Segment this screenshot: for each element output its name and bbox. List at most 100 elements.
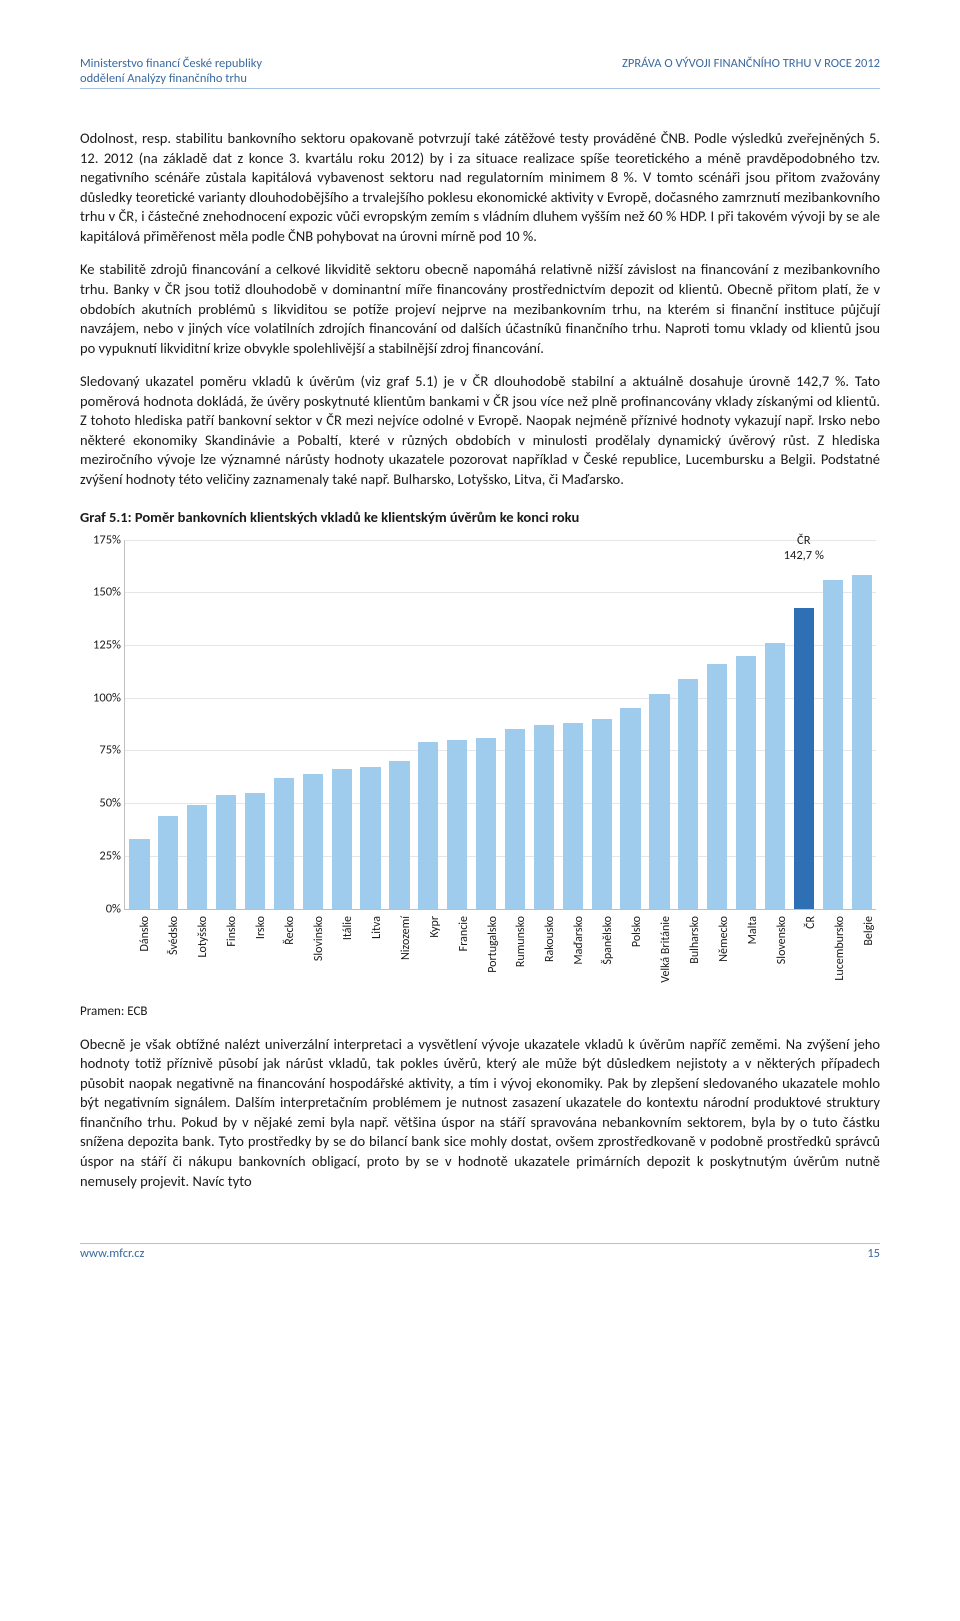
- chart-title: Graf 5.1: Poměr bankovních klientských v…: [80, 508, 880, 526]
- x-tick-label: Francie: [457, 916, 471, 951]
- x-label-slot: Dánsko: [124, 912, 153, 996]
- bar-slot: [703, 540, 732, 909]
- x-axis-labels: DánskoŠvédskoLotyšskoFinskoIrskoŘeckoSlo…: [124, 912, 876, 996]
- bar-slot: [269, 540, 298, 909]
- x-tick-label: Slovinsko: [312, 916, 326, 961]
- x-tick-label: Portugalsko: [486, 916, 500, 973]
- chart-plot-area: ČR142,7 % 0%25%50%75%100%125%150%175%: [124, 540, 876, 910]
- x-tick-label: Itálie: [341, 916, 355, 940]
- header-dept: oddělení Analýzy finančního trhu: [80, 71, 262, 86]
- bar: [216, 795, 236, 909]
- x-label-slot: Slovinsko: [298, 912, 327, 996]
- bar-slot: [125, 540, 154, 909]
- bar-slot: [847, 540, 876, 909]
- bar: [620, 708, 640, 908]
- x-tick-label: ČR: [804, 916, 818, 929]
- x-label-slot: Francie: [442, 912, 471, 996]
- bar-slot: [587, 540, 616, 909]
- bar: [389, 761, 409, 909]
- x-tick-label: Kypr: [428, 916, 442, 938]
- bar-slot: [327, 540, 356, 909]
- x-label-slot: Španělsko: [587, 912, 616, 996]
- bar: [505, 729, 525, 908]
- bar: [303, 774, 323, 909]
- x-tick-label: Španělsko: [601, 916, 615, 965]
- x-label-slot: Polsko: [616, 912, 645, 996]
- y-tick-label: 150%: [81, 585, 121, 600]
- paragraph-4: Obecně je však obtížné nalézt univerzáln…: [80, 1035, 880, 1192]
- x-label-slot: Německo: [702, 912, 731, 996]
- bar: [332, 769, 352, 908]
- bar-slot: [414, 540, 443, 909]
- x-tick-label: Švédsko: [167, 916, 181, 955]
- x-tick-label: Lucembursko: [833, 916, 847, 981]
- bars-container: [125, 540, 876, 909]
- x-label-slot: Lotyšsko: [182, 912, 211, 996]
- bar: [274, 778, 294, 909]
- x-tick-label: Polsko: [630, 916, 644, 947]
- bar: [765, 643, 785, 909]
- x-label-slot: Slovensko: [760, 912, 789, 996]
- chart-source: Pramen: ECB: [80, 1004, 880, 1019]
- header-right: ZPRÁVA O VÝVOJI FINANČNÍHO TRHU V ROCE 2…: [622, 56, 880, 86]
- bar-slot: [443, 540, 472, 909]
- header-left: Ministerstvo financí České republiky odd…: [80, 56, 262, 86]
- bar: [187, 805, 207, 908]
- bar-slot: [241, 540, 270, 909]
- bar-slot: [212, 540, 241, 909]
- x-label-slot: Lucembursko: [818, 912, 847, 996]
- bar-slot: [616, 540, 645, 909]
- x-label-slot: Velká Británie: [645, 912, 674, 996]
- x-tick-label: Řecko: [283, 916, 297, 945]
- header-org: Ministerstvo financí České republiky: [80, 56, 262, 71]
- x-tick-label: Rakousko: [543, 916, 557, 962]
- bar: [245, 793, 265, 909]
- bar-slot: [298, 540, 327, 909]
- bar: [129, 839, 149, 909]
- bar-slot: [674, 540, 703, 909]
- x-tick-label: Lotyšsko: [196, 916, 210, 957]
- y-tick-label: 125%: [81, 637, 121, 652]
- bar: [736, 656, 756, 909]
- footer-page-number: 15: [867, 1246, 880, 1261]
- x-tick-label: Slovensko: [775, 916, 789, 964]
- bar: [476, 738, 496, 909]
- bar-slot: [558, 540, 587, 909]
- bar: [649, 694, 669, 909]
- bar: [447, 740, 467, 909]
- bar-slot: [501, 540, 530, 909]
- x-tick-label: Dánsko: [138, 916, 152, 952]
- bar-slot: [761, 540, 790, 909]
- x-label-slot: Litva: [355, 912, 384, 996]
- highlight-annotation: ČR142,7 %: [784, 533, 824, 563]
- bar-slot: [472, 540, 501, 909]
- bar: [418, 742, 438, 909]
- annotation-line2: 142,7 %: [784, 548, 824, 563]
- y-tick-label: 75%: [81, 743, 121, 758]
- x-label-slot: Finsko: [211, 912, 240, 996]
- x-tick-label: Belgie: [862, 916, 876, 946]
- x-label-slot: ČR: [789, 912, 818, 996]
- x-tick-label: Finsko: [225, 916, 239, 947]
- bar: [534, 725, 554, 908]
- bar-slot: [356, 540, 385, 909]
- x-label-slot: Itálie: [326, 912, 355, 996]
- x-label-slot: Kypr: [413, 912, 442, 996]
- x-tick-label: Německo: [717, 916, 731, 962]
- annotation-line1: ČR: [784, 533, 824, 548]
- paragraph-3: Sledovaný ukazatel poměru vkladů k úvěrů…: [80, 372, 880, 489]
- bar-slot: [732, 540, 761, 909]
- bar: [678, 679, 698, 909]
- y-tick-label: 100%: [81, 690, 121, 705]
- bar: [158, 816, 178, 909]
- y-tick-label: 25%: [81, 848, 121, 863]
- bar: [852, 575, 872, 908]
- bar: [707, 664, 727, 909]
- x-tick-label: Rumunsko: [514, 916, 528, 967]
- x-label-slot: Belgie: [847, 912, 876, 996]
- bar-slot: [818, 540, 847, 909]
- footer-url: www.mfcr.cz: [80, 1246, 144, 1261]
- bar-slot: [789, 540, 818, 909]
- bar-slot: [529, 540, 558, 909]
- x-label-slot: Rakousko: [529, 912, 558, 996]
